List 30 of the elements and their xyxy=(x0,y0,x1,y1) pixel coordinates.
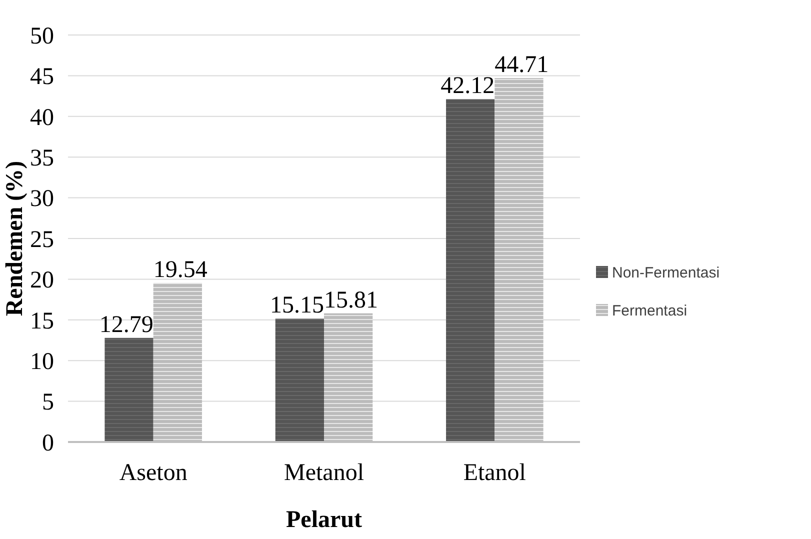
y-tick-label: 35 xyxy=(30,146,54,172)
legend-label: Fermentasi xyxy=(612,302,688,320)
bar xyxy=(324,313,373,442)
data-label: 15.81 xyxy=(324,287,378,314)
y-axis-title: Rendemen (%) xyxy=(2,160,28,316)
data-label: 15.15 xyxy=(270,292,324,319)
y-tick-label: 0 xyxy=(42,430,54,456)
x-tick-label: Etanol xyxy=(463,460,526,486)
x-tick-label: Aseton xyxy=(119,460,188,486)
bar xyxy=(275,318,324,442)
y-tick-label: 40 xyxy=(30,104,54,131)
data-label: 44.71 xyxy=(494,52,549,78)
y-tick-label: 15 xyxy=(30,308,54,334)
bar xyxy=(153,282,202,442)
y-tick-label: 10 xyxy=(30,349,54,375)
x-axis-title: Pelarut xyxy=(286,507,362,533)
bar xyxy=(494,78,544,442)
bar xyxy=(446,99,495,442)
y-tick-label: 20 xyxy=(30,268,54,294)
data-label: 12.79 xyxy=(99,312,154,338)
bar xyxy=(104,338,154,442)
y-tick-label: 50 xyxy=(30,23,54,50)
y-tick-label: 45 xyxy=(30,64,54,90)
data-label: 42.12 xyxy=(440,73,495,100)
x-tick-label: Metanol xyxy=(284,460,364,486)
legend-label: Non-Fermentasi xyxy=(612,264,720,282)
y-tick-label: 30 xyxy=(30,186,54,212)
data-label: 19.54 xyxy=(153,256,208,283)
y-tick-label: 5 xyxy=(42,390,54,416)
y-tick-label: 25 xyxy=(30,226,54,253)
